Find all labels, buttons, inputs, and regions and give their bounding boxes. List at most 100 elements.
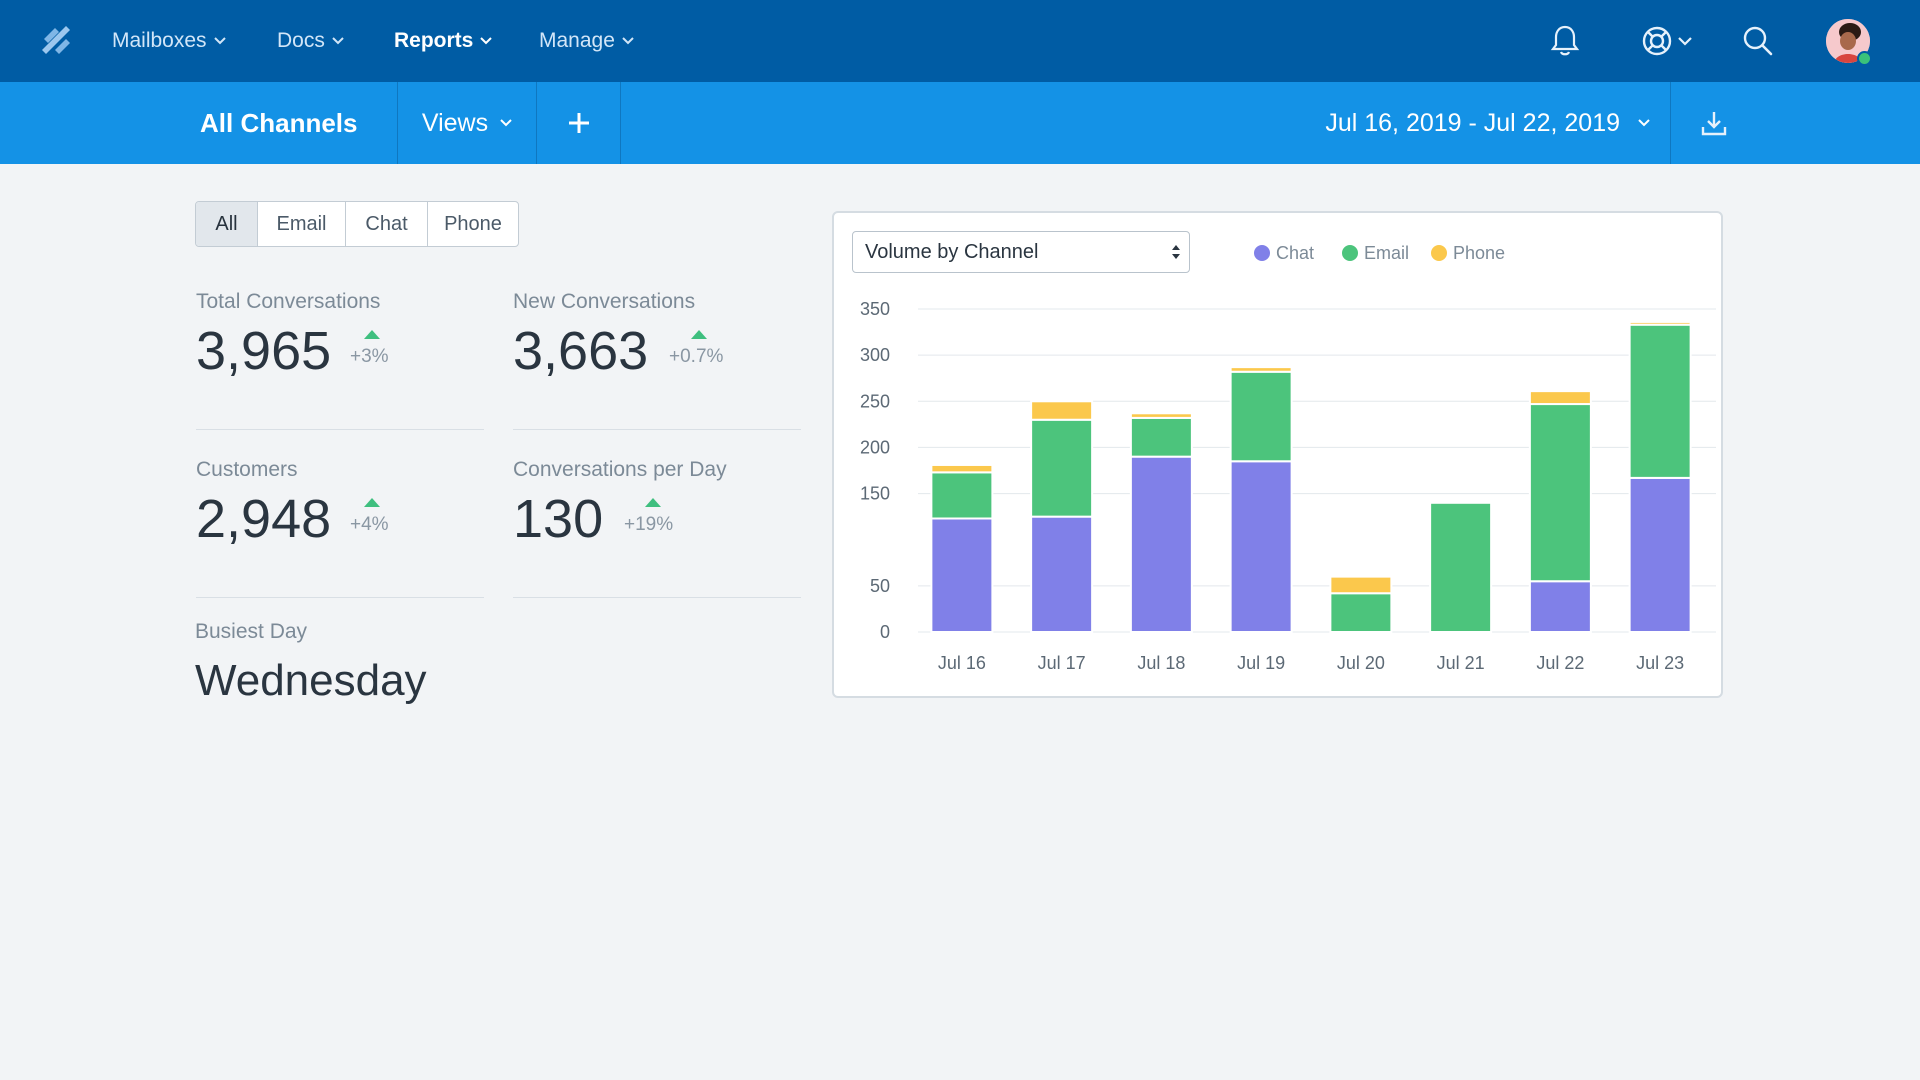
y-tick-label: 150 bbox=[860, 484, 890, 504]
download-icon bbox=[1701, 112, 1727, 136]
bar-segment-phone bbox=[930, 463, 994, 474]
select-arrows-icon bbox=[1172, 245, 1180, 259]
notifications-button[interactable] bbox=[1550, 22, 1580, 60]
online-status-indicator bbox=[1857, 51, 1872, 66]
volume-by-channel-chart: 0 50 150 200 250 300 350 Jul 16 Jul 17 Jul 18 Jul … bbox=[860, 299, 1716, 673]
trend-up-icon bbox=[645, 498, 661, 507]
stat-customers: Customers 2,948 +4% bbox=[196, 448, 484, 598]
avatar-image bbox=[1826, 19, 1870, 63]
trend-up-icon bbox=[364, 498, 380, 507]
stat-new-conversations: New Conversations 3,663 +0.7% bbox=[513, 280, 801, 430]
busiest-day-value: Wednesday bbox=[195, 656, 427, 705]
y-tick-label: 350 bbox=[860, 299, 890, 319]
filter-email[interactable]: Email bbox=[257, 202, 345, 246]
views-label: Views bbox=[421, 108, 489, 137]
search-icon bbox=[1743, 26, 1773, 56]
search-button[interactable] bbox=[1742, 22, 1774, 60]
bar-segment-email bbox=[1528, 403, 1592, 583]
bar-segment-email bbox=[1628, 323, 1692, 479]
y-tick-label: 300 bbox=[860, 345, 890, 365]
channel-filter: All Email Chat Phone bbox=[195, 201, 519, 247]
x-tick-label: Jul 21 bbox=[1437, 653, 1485, 673]
filter-all[interactable]: All bbox=[196, 202, 257, 246]
bar-segment-chat bbox=[1229, 460, 1293, 633]
legend-phone: Phone bbox=[1431, 241, 1505, 265]
stat-total-conversations: Total Conversations 3,965 +3% bbox=[196, 280, 484, 430]
nav-reports[interactable]: Reports bbox=[394, 0, 493, 82]
x-tick-label: Jul 16 bbox=[938, 653, 986, 673]
legend-label: Chat bbox=[1276, 242, 1315, 263]
x-tick-label: Jul 17 bbox=[1038, 653, 1086, 673]
export-button[interactable] bbox=[1671, 82, 1757, 164]
x-tick-label: Jul 20 bbox=[1337, 653, 1385, 673]
bar-segment-email bbox=[1129, 416, 1193, 458]
helpscout-logo-icon[interactable] bbox=[40, 24, 74, 58]
nav-reports-label: Reports bbox=[394, 29, 474, 52]
stat-value: 2,948 bbox=[196, 489, 332, 549]
x-tick-label: Jul 18 bbox=[1137, 653, 1185, 673]
bell-icon bbox=[1550, 25, 1580, 56]
bar-segment-phone bbox=[1628, 320, 1692, 326]
stat-change: +4% bbox=[350, 514, 389, 535]
filter-chat[interactable]: Chat bbox=[345, 202, 427, 246]
volume-chart-card: 0 50 150 200 250 300 350 Jul 16 Jul 17 Jul 18 Jul … bbox=[832, 211, 1723, 698]
bar-segment-email bbox=[1329, 592, 1393, 633]
legend-swatch bbox=[1342, 245, 1358, 261]
nav-manage-label: Manage bbox=[539, 29, 615, 52]
chevron-down-icon bbox=[622, 37, 634, 45]
bar-segment-email bbox=[1229, 370, 1293, 463]
toolbar-divider bbox=[536, 82, 537, 164]
help-menu-button[interactable] bbox=[1640, 22, 1692, 60]
bar-segment-phone bbox=[1030, 400, 1094, 421]
x-tick-label: Jul 22 bbox=[1536, 653, 1584, 673]
toolbar-divider bbox=[397, 82, 398, 164]
bar-segment-email bbox=[1030, 418, 1094, 518]
stat-label: Conversations per Day bbox=[513, 458, 727, 481]
nav-mailboxes[interactable]: Mailboxes bbox=[112, 0, 226, 82]
bar-segment-chat bbox=[1628, 476, 1692, 633]
nav-docs[interactable]: Docs bbox=[277, 0, 344, 82]
stat-label: Total Conversations bbox=[196, 290, 381, 313]
bar-segment-phone bbox=[1129, 412, 1193, 419]
views-dropdown[interactable]: Views bbox=[398, 82, 536, 164]
trend-up-icon bbox=[364, 330, 380, 339]
stat-change: +0.7% bbox=[669, 346, 724, 367]
chevron-down-icon bbox=[332, 37, 344, 45]
stat-conversations-per-day: Conversations per Day 130 +19% bbox=[513, 448, 801, 598]
y-tick-label: 200 bbox=[860, 437, 890, 457]
help-lifebuoy-icon bbox=[1642, 26, 1672, 56]
stat-value: 3,663 bbox=[513, 321, 649, 381]
bar-segment-phone bbox=[1329, 575, 1393, 595]
bar-segment-email bbox=[1429, 501, 1493, 633]
chevron-down-icon bbox=[1678, 36, 1692, 46]
legend-chat: Chat bbox=[1254, 241, 1314, 265]
bar-segment-chat bbox=[1528, 580, 1592, 633]
top-navigation: Mailboxes Docs Reports Manage bbox=[0, 0, 1920, 82]
x-tick-label: Jul 19 bbox=[1237, 653, 1285, 673]
nav-docs-label: Docs bbox=[277, 29, 325, 52]
date-range-picker[interactable]: Jul 16, 2019 - Jul 22, 2019 bbox=[1290, 82, 1670, 164]
bar-segment-phone bbox=[1528, 390, 1592, 406]
chevron-down-icon bbox=[213, 37, 226, 45]
bar-segment-chat bbox=[1030, 515, 1094, 633]
legend-swatch bbox=[1431, 245, 1447, 261]
bar-segment-email bbox=[930, 471, 994, 520]
chevron-down-icon bbox=[1638, 119, 1650, 127]
chevron-down-icon bbox=[480, 37, 493, 45]
stat-change: +3% bbox=[350, 346, 389, 367]
nav-mailboxes-label: Mailboxes bbox=[112, 29, 207, 52]
chevron-down-icon bbox=[500, 119, 512, 127]
x-tick-label: Jul 23 bbox=[1636, 653, 1684, 673]
report-title: All Channels bbox=[200, 107, 358, 138]
stat-value: 130 bbox=[513, 489, 604, 549]
filter-phone[interactable]: Phone bbox=[427, 202, 518, 246]
date-range-label: Jul 16, 2019 - Jul 22, 2019 bbox=[1325, 108, 1620, 137]
nav-manage[interactable]: Manage bbox=[539, 0, 634, 82]
legend-swatch bbox=[1254, 245, 1270, 261]
y-tick-label: 50 bbox=[870, 576, 890, 596]
stat-label: Customers bbox=[196, 458, 298, 481]
legend-label: Phone bbox=[1453, 242, 1506, 263]
chart-metric-select[interactable]: Volume by Channel bbox=[852, 231, 1190, 273]
plus-icon bbox=[568, 113, 589, 133]
add-view-button[interactable] bbox=[537, 82, 620, 164]
